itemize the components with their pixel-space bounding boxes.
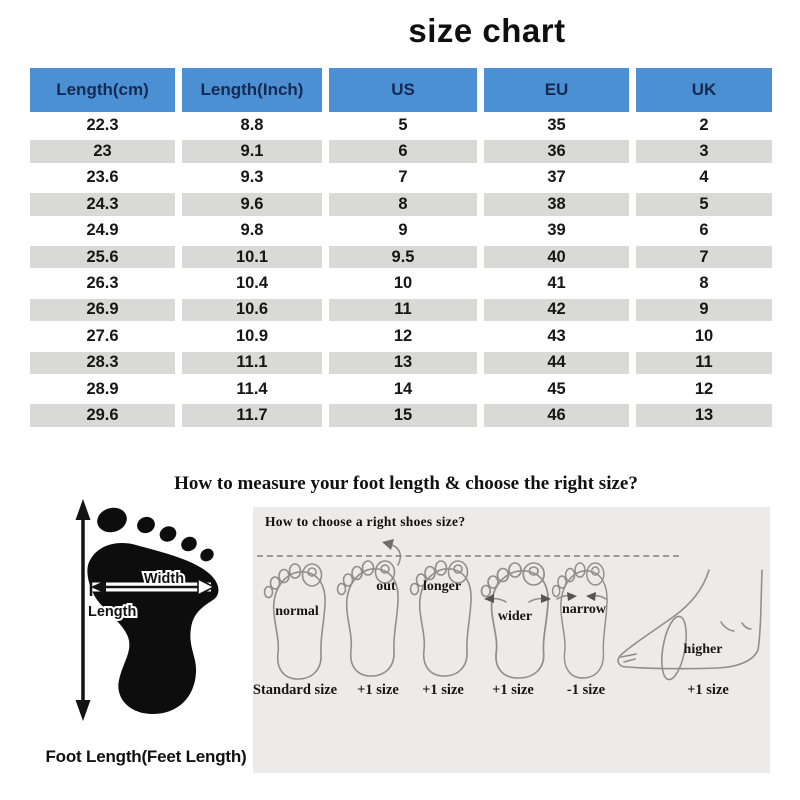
table-cell: 22.3 [86, 115, 119, 134]
table-cell: 40 [484, 243, 629, 271]
table-cell: 11 [329, 296, 477, 324]
column-header: EU [484, 68, 629, 112]
table-cell: 15 [329, 402, 477, 429]
foot-measurement-diagram: Width Length [75, 499, 219, 721]
length-arrowhead-top [75, 499, 91, 520]
table-cell: 8 [699, 274, 709, 293]
size-adjust-label: +1 size [492, 682, 534, 698]
foot-normal [263, 563, 326, 680]
table-cell: 9 [636, 296, 772, 324]
table-cell: 9.3 [240, 168, 264, 187]
measure-heading: How to measure your foot length & choose… [174, 473, 638, 494]
table-cell: 10 [694, 326, 714, 345]
table-cell: 6 [699, 221, 709, 240]
table-cell: 8.8 [240, 115, 264, 134]
size-table: Length(cm) Length(Inch) US EU UK 22.3 8.8 5 35 2 2… [30, 68, 772, 429]
table-cell: 6 [329, 138, 477, 165]
table-cell: 36 [484, 138, 629, 165]
table-cell: 12 [694, 379, 714, 398]
table-cell: 10.4 [235, 274, 269, 293]
table-cell: 13 [636, 402, 772, 429]
table-cell: 10.9 [235, 326, 269, 345]
table-cell: 7 [636, 243, 772, 271]
table-cell: 10 [393, 274, 413, 293]
table-cell: 38 [484, 191, 629, 218]
table-cell: 23 [30, 138, 175, 165]
foot-type-label: higher [683, 642, 723, 657]
table-cell: 11.4 [236, 379, 268, 398]
table-cell: 35 [547, 115, 566, 134]
table-cell: 11 [636, 349, 772, 376]
table-cell: 26.3 [86, 274, 119, 293]
column-header: Length(cm) [30, 68, 175, 112]
size-adjust-label: +1 size [687, 682, 729, 698]
foot-narrow [551, 562, 608, 679]
table-cell: 9.5 [329, 243, 477, 271]
table-cell: 46 [484, 402, 629, 429]
table-cell: 5 [636, 191, 772, 218]
foot-type-label: longer [422, 579, 462, 594]
table-cell: 11.7 [182, 402, 322, 429]
table-cell: 10.1 [182, 243, 322, 271]
width-arrowhead-right [197, 577, 216, 597]
table-cell: 8 [329, 191, 477, 218]
table-cell: 12 [393, 326, 413, 345]
table-cell: 44 [484, 349, 629, 376]
wider-arrows [484, 594, 551, 603]
width-label: Width [144, 571, 184, 587]
foot-caption: Foot Length(Feet Length) [45, 747, 247, 766]
table-cell: 9.1 [182, 138, 322, 165]
length-label: Length [88, 604, 136, 620]
side-foot-higher [617, 569, 763, 681]
table-cell: 37 [547, 168, 566, 187]
feet-illustrations [263, 539, 763, 681]
table-cell: 7 [398, 168, 408, 187]
size-adjust-label: +1 size [357, 682, 399, 698]
table-cell: 3 [636, 138, 772, 165]
table-cell: 28.9 [86, 379, 119, 398]
table-cell: 45 [547, 379, 566, 398]
width-arrowhead-left [91, 580, 106, 594]
page-title: size chart [408, 12, 566, 49]
length-arrowhead-bottom [75, 700, 91, 721]
choose-size-panel: How to choose a right shoes size? [253, 507, 770, 773]
foot-type-label: normal [275, 604, 319, 619]
dashed-guideline [257, 555, 679, 557]
column-header: Length(Inch) [182, 68, 322, 112]
table-cell: 24.9 [86, 221, 119, 240]
table-cell: 39 [547, 221, 566, 240]
table-cell: 42 [484, 296, 629, 324]
size-adjust-label: +1 size [422, 682, 464, 698]
table-cell: 24.3 [30, 191, 175, 218]
table-cell: 2 [699, 115, 709, 134]
table-cell: 4 [699, 168, 709, 187]
table-cell: 27.6 [86, 326, 119, 345]
table-cell: 28.3 [30, 349, 175, 376]
table-cell: 41 [547, 274, 566, 293]
table-cell: 10.6 [182, 296, 322, 324]
column-header: UK [636, 68, 772, 112]
table-cell: 43 [547, 326, 566, 345]
table-cell: 14 [393, 379, 413, 398]
table-cell: 9.6 [182, 191, 322, 218]
table-cell: 26.9 [30, 296, 175, 324]
foot-type-label: wider [497, 609, 533, 624]
foot-type-label: narrow [561, 602, 607, 617]
out-curved-arrow [382, 539, 402, 566]
table-cell: 29.6 [30, 402, 175, 429]
column-header: US [329, 68, 477, 112]
table-cell: 9 [398, 221, 408, 240]
table-cell: 25.6 [30, 243, 175, 271]
size-adjust-label: Standard size [252, 682, 338, 698]
narrow-arrows [556, 592, 607, 601]
table-cell: 11.1 [182, 349, 322, 376]
table-cell: 13 [329, 349, 477, 376]
table-cell: 5 [398, 115, 408, 134]
size-adjust-label: -1 size [566, 682, 606, 698]
table-cell: 23.6 [86, 168, 119, 187]
panel-title: How to choose a right shoes size? [265, 514, 466, 529]
table-cell: 9.8 [240, 221, 264, 240]
foot-type-label: out [376, 579, 396, 594]
